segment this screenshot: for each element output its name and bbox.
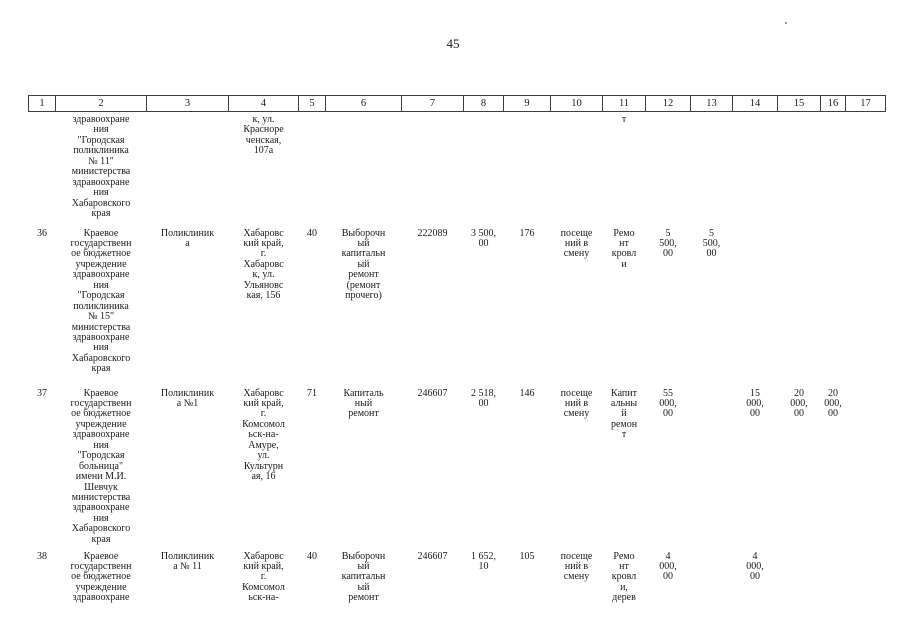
table-cell-r3-c13 bbox=[691, 549, 733, 640]
page-number: 45 bbox=[446, 36, 460, 51]
table-cell-r1-c5: 40 bbox=[307, 227, 317, 239]
table-cell-r2-c4: Хабаровс кий край, г. Комсомол ьск-на- А… bbox=[242, 387, 285, 483]
table-cell-r3-c7: 246607 bbox=[417, 550, 448, 562]
table-cell-r1-c17 bbox=[846, 226, 886, 386]
column-header-8: 8 bbox=[463, 95, 504, 112]
table-cell-r2-c12: 55 000, 00 bbox=[659, 387, 677, 420]
table-cell-r2-c9: 146 bbox=[519, 387, 535, 399]
table-cell-r1-c12: 5 500, 00 bbox=[659, 227, 677, 260]
table-cell-r2-c5: 71 bbox=[307, 387, 317, 399]
column-header-13: 13 bbox=[690, 95, 733, 112]
table-cell-r0-c12 bbox=[646, 112, 691, 226]
table-cell-r3-c14: 4 000, 00 bbox=[746, 550, 764, 583]
column-header-2: 2 bbox=[55, 95, 147, 112]
table-cell-r0-c3 bbox=[147, 112, 229, 226]
column-header-3: 3 bbox=[146, 95, 229, 112]
column-header-16: 16 bbox=[820, 95, 846, 112]
table-cell-r1-c9: 176 bbox=[519, 227, 535, 239]
table-cell-r3-c4: Хабаровс кий край, г. Комсомол ьск-на- bbox=[242, 550, 285, 604]
column-header-9: 9 bbox=[503, 95, 551, 112]
table-cell-r2-c11: Капит альны й ремон т bbox=[610, 387, 638, 441]
table-cell-r1-c1: 36 bbox=[37, 227, 47, 239]
table-cell-r3-c16 bbox=[821, 549, 846, 640]
table-header-row: 1 2 3 4 5 6 7 8 9 10 11 12 13 14 15 16 17 bbox=[28, 95, 886, 112]
column-header-17: 17 bbox=[845, 95, 886, 112]
table-cell-r1-c4: Хабаровс кий край, г. Хабаровс к, ул. Ул… bbox=[243, 227, 284, 302]
table-cell-r3-c15 bbox=[778, 549, 821, 640]
table-cell-r3-c17 bbox=[846, 549, 886, 640]
table-cell-r1-c6: Выборочн ый капитальн ый ремонт (ремонт … bbox=[341, 227, 386, 302]
table-cell-r1-c3: Поликлиник а bbox=[160, 227, 215, 249]
table-cell-r0-c15 bbox=[778, 112, 821, 226]
table-cell-r2-c13 bbox=[691, 386, 733, 549]
table-cell-r2-c3: Поликлиник а №1 bbox=[160, 387, 215, 409]
table-cell-r0-c1 bbox=[29, 112, 56, 226]
column-header-11: 11 bbox=[602, 95, 646, 112]
table-cell-r0-c17 bbox=[846, 112, 886, 226]
table-cell-r2-c2: Краевое государственн ое бюджетное учреж… bbox=[70, 387, 132, 545]
table-cell-r0-c10 bbox=[551, 112, 603, 226]
table-cell-r0-c4: к, ул. Красноре ченская, 107а bbox=[243, 114, 284, 157]
table-cell-r3-c3: Поликлиник а № 11 bbox=[160, 550, 215, 572]
table-cell-r0-c13 bbox=[691, 112, 733, 226]
table-cell-r0-c8 bbox=[464, 112, 504, 226]
table-cell-r3-c8: 1 652, 10 bbox=[471, 550, 496, 572]
table-cell-r3-c12: 4 000, 00 bbox=[659, 550, 677, 583]
column-header-10: 10 bbox=[550, 95, 603, 112]
table-cell-r2-c10: посеще ний в смену bbox=[560, 387, 593, 420]
table-cell-r0-c9 bbox=[504, 112, 551, 226]
table-cell-r2-c7: 246607 bbox=[417, 387, 448, 399]
table-cell-r1-c15 bbox=[778, 226, 821, 386]
column-header-5: 5 bbox=[298, 95, 326, 112]
table-cell-r1-c13: 5 500, 00 bbox=[702, 227, 721, 260]
column-header-1: 1 bbox=[28, 95, 56, 112]
table-cell-r2-c16: 20 000, 00 bbox=[824, 387, 842, 420]
row-38: 38 Краевое государственн ое бюджетное учр… bbox=[29, 549, 886, 640]
table-cell-r0-c5 bbox=[299, 112, 326, 226]
table-cell-r2-c17 bbox=[846, 386, 886, 549]
table-cell-r0-c14 bbox=[733, 112, 778, 226]
table-cell-r3-c2: Краевое государственн ое бюджетное учреж… bbox=[70, 550, 132, 604]
table-cell-r0-c11: т bbox=[621, 114, 627, 125]
column-header-15: 15 bbox=[777, 95, 821, 112]
table-cell-r3-c9: 105 bbox=[519, 550, 535, 562]
table-cell-r3-c6: Выборочн ый капитальн ый ремонт bbox=[341, 550, 386, 604]
table-cell-r3-c1: 38 bbox=[37, 550, 47, 562]
data-table: 1 2 3 4 5 6 7 8 9 10 11 12 13 14 15 16 17 здравоохране н… bbox=[28, 95, 886, 640]
scan-artifact-dot bbox=[785, 22, 787, 24]
row-36: 36 Краевое государственн ое бюджетное учр… bbox=[29, 226, 886, 386]
table-cell-r1-c14 bbox=[733, 226, 778, 386]
table-cell-r1-c7: 222089 bbox=[417, 227, 448, 239]
column-header-14: 14 bbox=[732, 95, 778, 112]
column-header-4: 4 bbox=[228, 95, 299, 112]
table-cell-r1-c10: посеще ний в смену bbox=[560, 227, 593, 260]
table-cell-r2-c15: 20 000, 00 bbox=[790, 387, 808, 420]
table-cell-r1-c2: Краевое государственн ое бюджетное учреж… bbox=[70, 227, 132, 375]
table-cell-r3-c5: 40 bbox=[307, 550, 317, 562]
table-cell-r1-c8: 3 500, 00 bbox=[471, 227, 496, 249]
table-cell-r0-c16 bbox=[821, 112, 846, 226]
table-cell-r1-c11: Ремо нт кровл и bbox=[611, 227, 637, 270]
table-cell-r3-c10: посеще ний в смену bbox=[560, 550, 593, 583]
table-cell-r0-c2: здравоохране ния "Городская поликлиника … bbox=[71, 114, 131, 220]
table-cell-r2-c14: 15 000, 00 bbox=[746, 387, 764, 420]
column-header-6: 6 bbox=[325, 95, 402, 112]
table-cell-r3-c11: Ремо нт кровл и, дерев bbox=[611, 550, 637, 604]
table-cell-r0-c7 bbox=[402, 112, 464, 226]
table-cell-r2-c8: 2 518, 00 bbox=[471, 387, 496, 409]
table-cell-r2-c1: 37 bbox=[37, 387, 47, 399]
table-cell-r1-c16 bbox=[821, 226, 846, 386]
table-header: 1 2 3 4 5 6 7 8 9 10 11 12 13 14 15 16 17 bbox=[28, 95, 886, 112]
row-35-continuation: здравоохране ния "Городская поликлиника … bbox=[29, 112, 886, 226]
column-header-12: 12 bbox=[645, 95, 691, 112]
table-cell-r0-c6 bbox=[326, 112, 402, 226]
column-header-7: 7 bbox=[401, 95, 464, 112]
table-body: здравоохране ния "Городская поликлиника … bbox=[29, 112, 886, 640]
row-37: 37 Краевое государственн ое бюджетное учр… bbox=[29, 386, 886, 549]
table-cell-r2-c6: Капиталь ный ремонт bbox=[343, 387, 384, 420]
